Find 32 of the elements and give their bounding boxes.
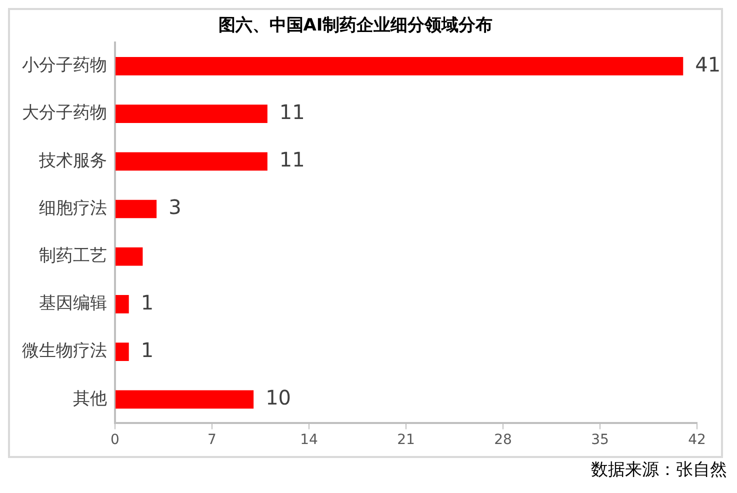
bar xyxy=(116,390,254,409)
chart-title: 图六、中国AI制药企业细分领域分布 xyxy=(218,16,493,36)
bar xyxy=(116,152,268,171)
data-label: 10 xyxy=(266,386,292,410)
bar xyxy=(116,342,129,361)
data-label: 11 xyxy=(279,100,305,124)
source-note: 数据来源：张自然 xyxy=(590,459,728,481)
y-tick-label: 大分子药物 xyxy=(22,103,107,124)
y-tick-label: 制药工艺 xyxy=(39,246,107,266)
x-tick-label: 28 xyxy=(494,432,512,448)
x-tick-label: 0 xyxy=(110,432,120,448)
data-label: 1 xyxy=(140,290,154,314)
data-label: 3 xyxy=(168,195,182,220)
y-tick-label: 基因编辑 xyxy=(39,294,107,314)
x-tick-label: 7 xyxy=(208,432,216,448)
bar xyxy=(116,247,143,266)
y-tick-label: 细胞疗法 xyxy=(39,198,107,218)
x-tick-label: 35 xyxy=(591,432,609,448)
data-label: 41 xyxy=(695,52,721,76)
bar xyxy=(116,295,129,314)
bar xyxy=(116,200,157,218)
y-tick-label: 微生物疗法 xyxy=(22,341,107,362)
y-tick-label: 技术服务 xyxy=(38,150,107,171)
bar xyxy=(116,104,268,123)
x-tick-label: 42 xyxy=(688,432,706,448)
bar xyxy=(116,57,684,76)
y-tick-label: 小分子药物 xyxy=(22,56,107,76)
y-tick-label: 其他 xyxy=(73,388,107,409)
x-tick-label: 21 xyxy=(397,432,415,448)
x-tick-label: 14 xyxy=(300,432,318,448)
data-label: 11 xyxy=(279,148,305,172)
data-label: 1 xyxy=(140,338,154,362)
